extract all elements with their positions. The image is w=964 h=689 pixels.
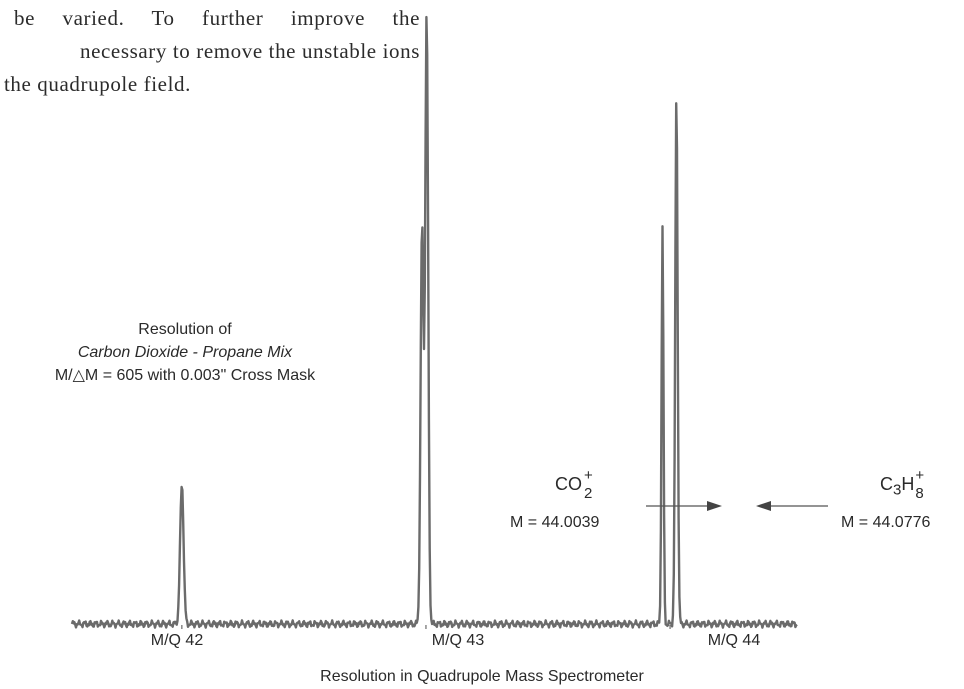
c3h8-subscript-8: 8 [915, 485, 924, 502]
body-text-line-1: be varied. To further improve the [14, 6, 420, 30]
x-tick-label-42: M/Q 42 [150, 632, 204, 649]
co2-arrow [646, 501, 722, 511]
c3h8-arrow [756, 501, 828, 511]
chart-caption: Resolution in Quadrupole Mass Spectromet… [320, 668, 644, 685]
chart-annotation: Resolution of Carbon Dioxide - Propane M… [0, 318, 370, 387]
c3h8-subscript-3: 3 [893, 481, 902, 499]
x-tick-label-44: M/Q 44 [707, 632, 761, 649]
body-text-fragment: be varied. To further improve the necess… [0, 2, 420, 101]
c3h8-charge: + [915, 467, 925, 484]
body-text-line-2: necessary to remove the unstable ions [79, 39, 420, 63]
co2-mass-label: M = 44.0039 [510, 514, 600, 531]
spectrum-trace [70, 15, 798, 629]
annotation-line-3: M/△M = 605 with 0.003" Cross Mask [54, 367, 316, 384]
co2-subscript: 2 [584, 485, 593, 502]
x-tick-marks [181, 625, 671, 629]
x-tick-label-43: M/Q 43 [431, 632, 485, 649]
c3h8-base-c: C [880, 474, 893, 494]
co2-formula: CO +2 [555, 467, 594, 502]
c3h8-mass-label: M = 44.0776 [841, 514, 931, 531]
co2-formula-base: CO [555, 474, 582, 494]
body-text-line-3: the quadrupole field. [4, 72, 191, 96]
c3h8-formula: C3H +8 [880, 467, 926, 502]
annotation-line-1: Resolution of [138, 321, 232, 338]
annotation-line-2: Carbon Dioxide - Propane Mix [77, 344, 293, 361]
c3h8-base-h: H [901, 474, 915, 494]
co2-charge: + [584, 467, 593, 484]
